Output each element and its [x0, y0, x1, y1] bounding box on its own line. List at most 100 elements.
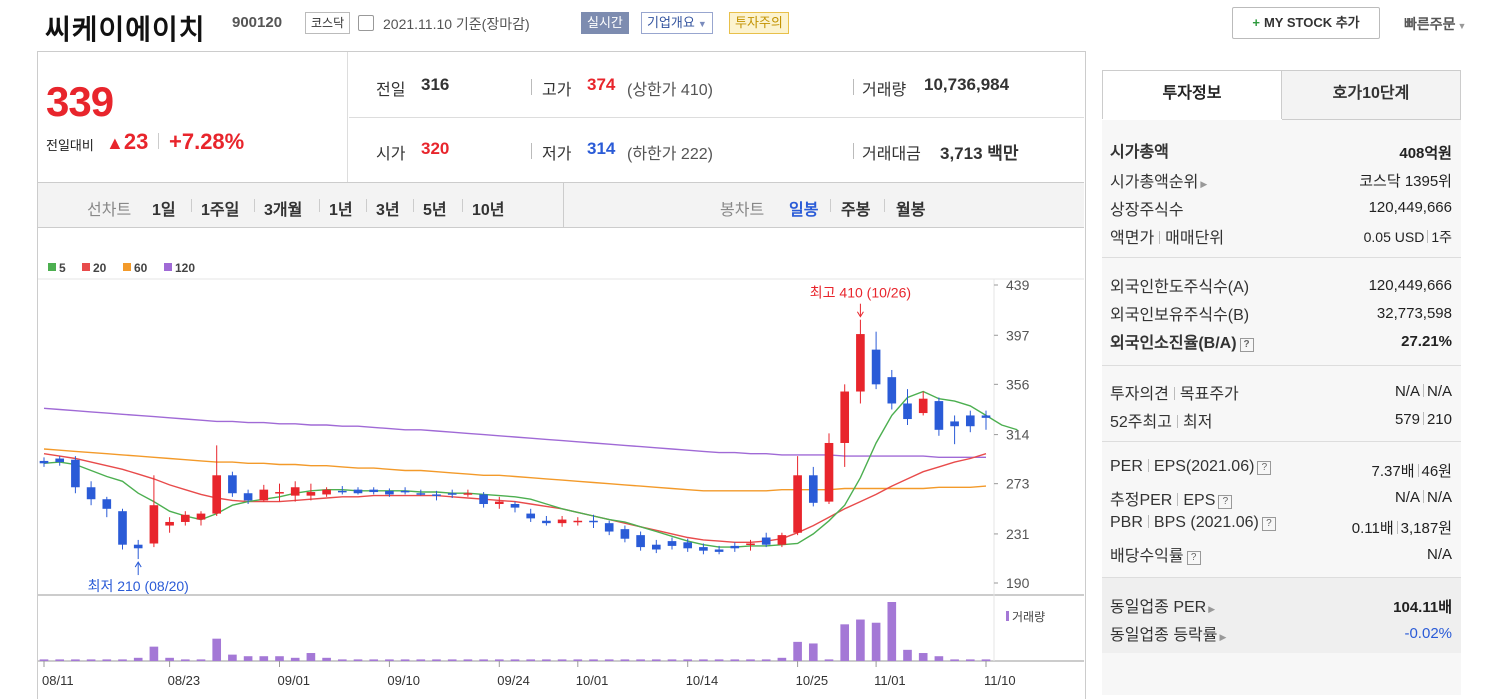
volume-bar	[463, 659, 473, 661]
legend-swatch	[82, 263, 90, 271]
market-cap-rank-link[interactable]: 시가총액순위 ▶	[1110, 168, 1207, 192]
tab-invest-info-label: 투자정보	[1162, 85, 1222, 102]
week52-low-value: 210	[1426, 411, 1452, 428]
volume-bar	[730, 659, 740, 661]
tab-period-10y[interactable]: 10년	[472, 202, 505, 219]
volume-bar	[385, 659, 394, 661]
candle-body	[761, 537, 771, 545]
volume-bar	[887, 602, 897, 661]
tab-period-5y[interactable]: 5년	[423, 202, 447, 219]
candle-body	[479, 494, 488, 505]
current-price: 339	[46, 78, 114, 125]
volume-bar	[573, 659, 583, 661]
tab-orderbook[interactable]	[1281, 70, 1461, 120]
candle-body	[777, 535, 787, 545]
candle-body	[871, 349, 881, 385]
low-arrow-head	[134, 561, 142, 568]
help-icon[interactable]: ?	[1257, 461, 1272, 475]
candle-body	[149, 505, 159, 544]
x-tick-label: 08/11	[42, 673, 74, 688]
candle-body	[494, 501, 504, 505]
help-icon[interactable]: ?	[1239, 338, 1254, 352]
investment-caution-badge[interactable]: 투자주의	[729, 12, 789, 34]
divider	[158, 133, 159, 149]
help-icon[interactable]: ?	[1186, 551, 1201, 565]
y-tick-label: 439	[1006, 277, 1030, 293]
amount-unit: 백만	[987, 144, 1019, 163]
dividend-label: 배당수익률	[1110, 548, 1184, 565]
volume-bar	[746, 659, 755, 661]
x-tick-label: 09/10	[387, 673, 420, 688]
arrow-right-icon: ▶	[1208, 604, 1216, 614]
foreign-ratio-value: 27.21%	[1401, 333, 1452, 350]
tab-candle-daily[interactable]: 일봉	[789, 202, 819, 219]
help-icon[interactable]: ?	[1218, 495, 1233, 509]
volume-bar	[259, 656, 269, 661]
pbr-label: PBR	[1110, 514, 1143, 531]
candle-body	[950, 421, 959, 427]
prev-close-label: 전일	[376, 82, 406, 99]
market-badge: 코스닥	[305, 12, 351, 34]
x-tick-label: 10/14	[686, 673, 719, 688]
company-overview-button[interactable]: 기업개요 ▼	[641, 12, 713, 34]
sector-change-link[interactable]: 동일업종 등락률 ▶	[1110, 621, 1226, 645]
divider	[1102, 257, 1461, 258]
x-tick-label: 11/01	[874, 673, 906, 688]
stock-chart[interactable]: 439 397 356 314 273 231 190 08/11 08/23 09/01 09/1…	[38, 255, 1084, 699]
y-tick-label: 314	[1006, 427, 1030, 443]
candle-body	[259, 489, 269, 501]
per-values: 7.37배 46원	[1372, 460, 1453, 481]
candle-body	[243, 493, 253, 501]
tab-candle-weekly[interactable]: 주봉	[841, 202, 871, 219]
ma-line-5	[43, 390, 1018, 548]
open-value: 320	[421, 139, 450, 158]
tab-candle-monthly[interactable]: 월봉	[896, 202, 926, 219]
sector-per-value: 104.11배	[1393, 599, 1452, 616]
tab-period-1y[interactable]: 1년	[329, 202, 353, 219]
quick-order-button[interactable]: 빠른주문 ▼	[1404, 14, 1466, 34]
tab-period-3m[interactable]: 3개월	[264, 202, 303, 219]
help-icon[interactable]: ?	[1261, 517, 1276, 531]
volume-bar	[432, 659, 441, 661]
listed-shares-value: 120,449,666	[1368, 199, 1452, 216]
volume-bar	[510, 659, 520, 661]
divider	[563, 183, 564, 227]
realtime-button[interactable]: 실시간	[581, 12, 629, 34]
company-overview-label: 기업개요	[647, 15, 695, 30]
change-label: 전일대비	[46, 138, 94, 153]
tab-period-1w[interactable]: 1주일	[201, 202, 240, 219]
candle-body	[385, 490, 394, 495]
eps-value: 46원	[1421, 463, 1453, 480]
tab-invest-info[interactable]	[1102, 70, 1282, 120]
candle-body	[714, 549, 724, 552]
sector-per-link[interactable]: 동일업종 PER ▶	[1110, 593, 1215, 617]
candle-body	[667, 541, 677, 546]
candle-body	[400, 490, 410, 493]
dividend-value: N/A	[1426, 546, 1452, 563]
volume-bar	[243, 656, 253, 661]
tab-period-3y[interactable]: 3년	[376, 202, 400, 219]
calendar-icon	[358, 15, 374, 31]
main-panel	[37, 51, 1086, 699]
volume-label: 거래량	[862, 82, 907, 99]
foreign-limit-label: 외국인한도주식수(A)	[1110, 279, 1250, 296]
candle-body	[102, 499, 112, 509]
par-value-label: 액면가	[1110, 230, 1155, 247]
stock-code: 900120	[232, 14, 283, 31]
high-arrow-head	[856, 311, 864, 318]
candle-body	[212, 475, 222, 514]
divider	[853, 143, 854, 159]
opinion-row: 투자의견 목표주가	[1110, 380, 1239, 404]
volume-bar	[526, 659, 536, 661]
candle-body	[981, 415, 991, 418]
candle-body	[918, 398, 928, 414]
par-value-value: 0.05 USD	[1363, 229, 1425, 245]
volume-bar	[180, 659, 190, 661]
my-stock-add-button[interactable]: + MY STOCK 추가	[1232, 7, 1380, 39]
sector-box	[1102, 577, 1461, 653]
volume-bar	[683, 659, 693, 661]
company-name: 씨케이에이치	[45, 14, 206, 45]
tab-period-1d[interactable]: 1일	[152, 202, 176, 219]
line-chart-label: 선차트	[87, 202, 132, 219]
y-tick-label: 231	[1006, 526, 1030, 542]
